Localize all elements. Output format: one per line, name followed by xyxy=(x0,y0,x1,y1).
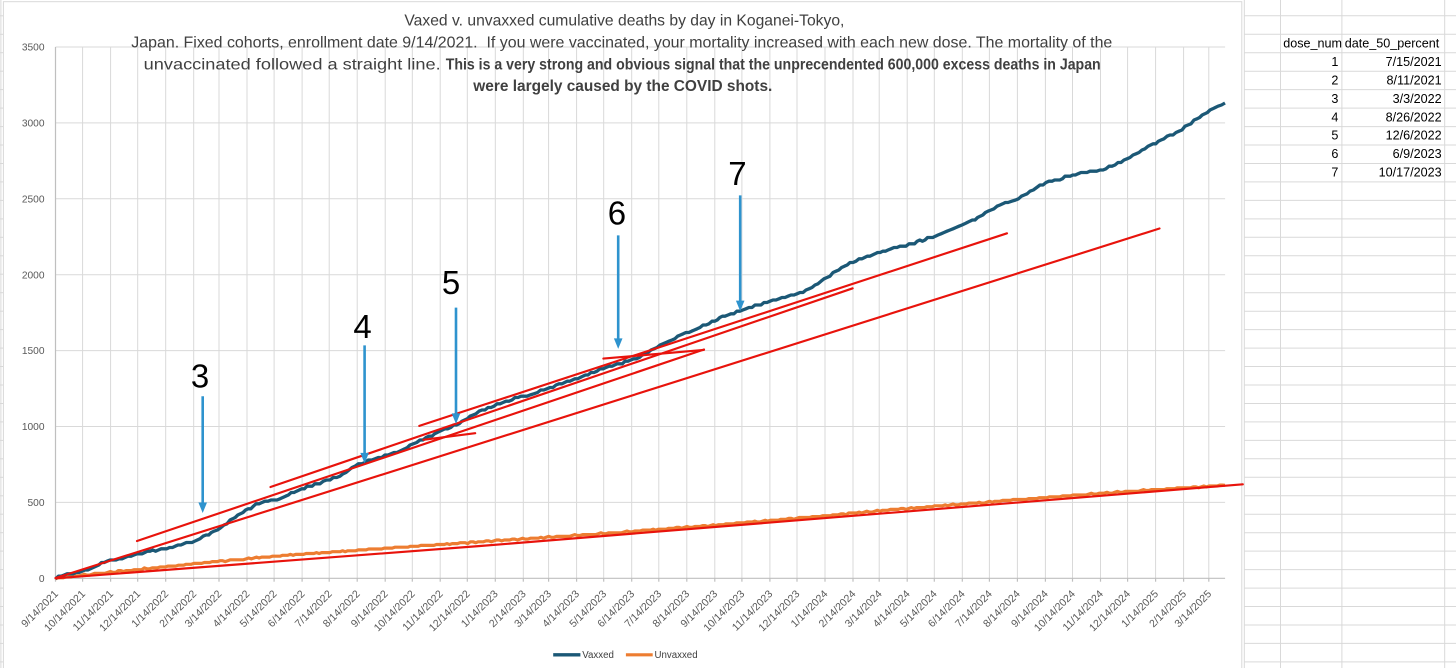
svg-text:Vaxed v. unvaxxed cumulative d: Vaxed v. unvaxxed cumulative deaths by d… xyxy=(404,13,844,30)
svg-text:2000: 2000 xyxy=(22,270,45,281)
svg-text:date_50_percent: date_50_percent xyxy=(1345,36,1440,50)
svg-text:3: 3 xyxy=(191,358,209,395)
svg-text:8/26/2022: 8/26/2022 xyxy=(1386,110,1442,124)
svg-text:3: 3 xyxy=(1331,92,1338,106)
svg-text:were largely caused by the COV: were largely caused by the COVID shots. xyxy=(472,78,772,95)
svg-text:7/15/2021: 7/15/2021 xyxy=(1386,55,1442,69)
svg-text:8/11/2021: 8/11/2021 xyxy=(1387,73,1442,87)
svg-text:Unvaxxed: Unvaxxed xyxy=(655,650,698,661)
svg-text:6: 6 xyxy=(1331,147,1338,161)
svg-text:7: 7 xyxy=(1331,166,1338,180)
svg-text:3000: 3000 xyxy=(22,119,45,130)
svg-text:1000: 1000 xyxy=(22,422,45,433)
svg-text:Vaxxed: Vaxxed xyxy=(582,650,614,661)
svg-text:unvaccinated followed a straig: unvaccinated followed a straight line. T… xyxy=(144,57,1101,74)
svg-text:dose_num: dose_num xyxy=(1283,36,1342,50)
svg-text:4: 4 xyxy=(1331,110,1338,124)
svg-text:2500: 2500 xyxy=(22,194,45,205)
svg-text:5: 5 xyxy=(1331,129,1338,143)
svg-text:4: 4 xyxy=(353,308,371,345)
svg-text:6: 6 xyxy=(608,194,626,231)
svg-text:1500: 1500 xyxy=(22,346,45,357)
svg-text:10/17/2023: 10/17/2023 xyxy=(1379,166,1442,180)
svg-text:6/9/2023: 6/9/2023 xyxy=(1393,147,1442,161)
svg-text:5: 5 xyxy=(442,264,460,301)
svg-text:12/6/2022: 12/6/2022 xyxy=(1386,129,1442,143)
svg-text:0: 0 xyxy=(39,574,45,585)
svg-text:3/3/2022: 3/3/2022 xyxy=(1393,92,1442,106)
svg-text:7: 7 xyxy=(728,155,746,192)
svg-text:1: 1 xyxy=(1331,55,1338,69)
svg-text:Japan. Fixed cohorts, enrollme: Japan. Fixed cohorts, enrollment date 9/… xyxy=(131,35,1112,52)
svg-text:3500: 3500 xyxy=(22,43,45,54)
svg-text:2: 2 xyxy=(1331,73,1338,87)
svg-text:500: 500 xyxy=(28,498,45,509)
